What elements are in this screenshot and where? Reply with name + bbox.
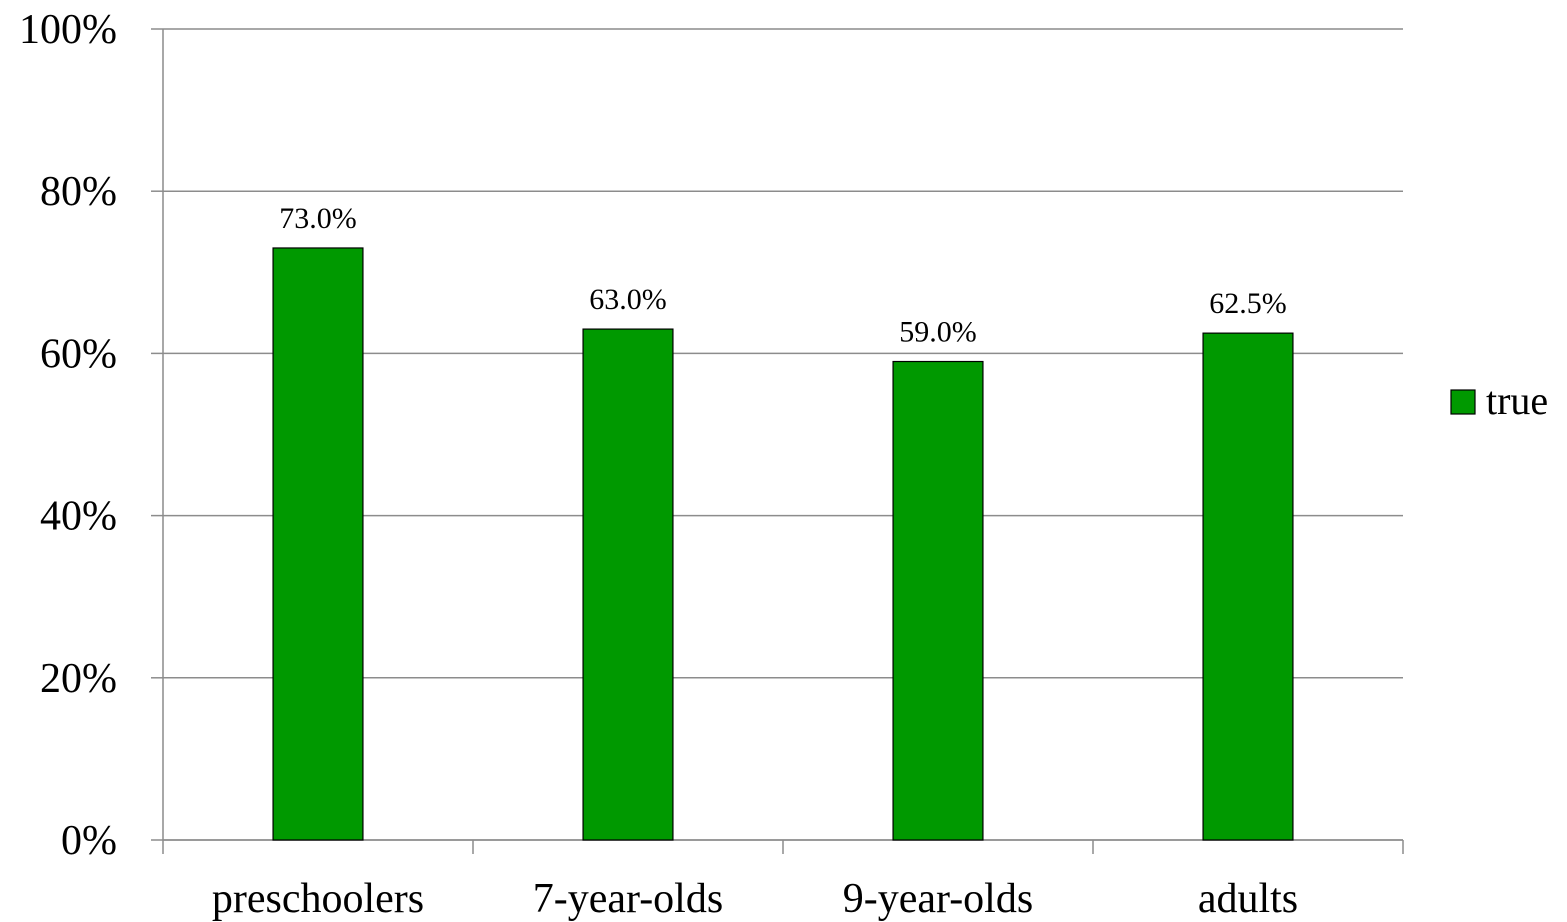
y-tick-label: 20%	[40, 656, 117, 702]
axes: 0% 20% 40% 60% 80% 100% preschoolers 7-year-old…	[19, 7, 1404, 922]
legend: true	[1450, 378, 1548, 423]
x-category-label: 9-year-olds	[843, 876, 1033, 922]
y-tick-label: 0%	[61, 818, 117, 864]
x-category-label: 7-year-olds	[533, 876, 723, 922]
legend-swatch	[1450, 389, 1476, 415]
y-tick-label: 40%	[40, 494, 117, 540]
x-category-label: adults	[1198, 876, 1298, 922]
data-label: 59.0%	[899, 316, 977, 349]
data-label: 63.0%	[589, 283, 667, 316]
data-labels: 73.0% 63.0% 59.0% 62.5%	[279, 202, 1287, 349]
y-tick-label: 60%	[40, 331, 117, 377]
legend-label: true	[1486, 378, 1548, 423]
y-tick-label: 80%	[40, 169, 117, 215]
data-label: 62.5%	[1209, 287, 1287, 320]
data-label: 73.0%	[279, 202, 357, 235]
bar-preschoolers	[272, 247, 364, 841]
y-tick-label: 100%	[19, 7, 117, 53]
bar-adults	[1202, 332, 1294, 841]
bars	[272, 247, 1294, 841]
bar-9-year-olds	[892, 360, 984, 841]
x-category-label: preschoolers	[212, 876, 424, 922]
bar-7-year-olds	[582, 328, 674, 841]
